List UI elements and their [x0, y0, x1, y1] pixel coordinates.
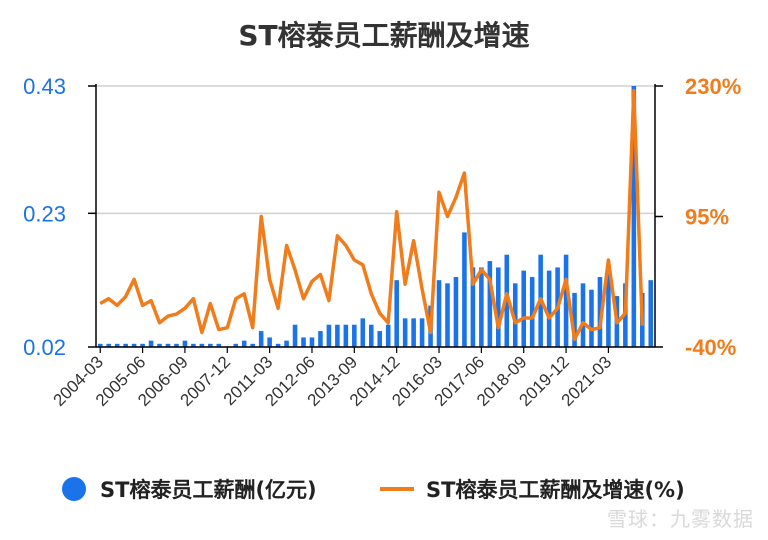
bar	[402, 318, 408, 347]
bar	[216, 343, 222, 347]
bar	[208, 343, 213, 347]
legend-label-growth: ST榕泰员工薪酬及增速(%)	[426, 478, 685, 502]
bar	[165, 343, 171, 347]
bar	[360, 318, 366, 347]
right-tick-label: -40%	[685, 335, 736, 360]
bar	[631, 86, 637, 347]
legend-swatch-line	[380, 487, 414, 491]
legend-item-salary[interactable]: ST榕泰员工薪酬(亿元)	[62, 474, 317, 504]
left-tick-label: 0.02	[23, 335, 66, 360]
bar	[470, 267, 476, 347]
bar	[377, 331, 383, 347]
bar	[174, 343, 179, 347]
right-tick-label: 230%	[685, 74, 741, 99]
right-tick-label: 95%	[685, 205, 729, 230]
bar	[284, 340, 289, 347]
bar	[352, 324, 357, 347]
bar	[123, 343, 128, 347]
bar	[394, 280, 399, 347]
bar	[462, 232, 467, 347]
bar	[606, 267, 611, 347]
bar	[131, 343, 137, 347]
bar	[546, 270, 552, 347]
bar	[563, 254, 569, 347]
bar	[275, 343, 281, 347]
left-tick-label: 0.43	[23, 74, 66, 99]
bar	[487, 261, 493, 347]
bar	[241, 340, 247, 347]
bar	[250, 343, 255, 347]
bar	[301, 337, 306, 347]
bar	[529, 276, 535, 347]
bar	[436, 280, 442, 347]
bar	[368, 324, 374, 347]
bar	[97, 343, 103, 347]
watermark: 雪球：九雾数据	[607, 507, 754, 531]
bar	[453, 276, 459, 347]
bar	[419, 318, 425, 347]
bar	[148, 340, 154, 347]
bar	[199, 343, 205, 347]
bar	[521, 270, 527, 347]
bar	[182, 340, 188, 347]
bar	[335, 324, 340, 347]
bar	[343, 324, 349, 347]
bar	[496, 267, 501, 347]
bar	[106, 343, 111, 347]
growth-line	[99, 89, 645, 342]
bar	[233, 343, 239, 347]
line-series	[99, 89, 645, 342]
bar	[191, 343, 196, 347]
bar	[157, 343, 162, 347]
bar	[326, 324, 332, 347]
bar	[309, 337, 315, 347]
legend-label-salary: ST榕泰员工薪酬(亿元)	[100, 478, 317, 502]
bar	[580, 283, 586, 347]
bar	[318, 331, 323, 347]
bar	[292, 324, 298, 347]
bar	[140, 343, 145, 347]
bar	[411, 318, 416, 347]
bar	[445, 283, 450, 347]
bar	[258, 331, 264, 347]
chart-title: ST榕泰员工薪酬及增速	[238, 19, 530, 52]
bar	[648, 280, 654, 347]
bar	[385, 324, 391, 347]
bar	[589, 289, 594, 347]
axes	[88, 84, 663, 353]
bar	[512, 283, 518, 347]
legend-item-growth[interactable]: ST榕泰员工薪酬及增速(%)	[380, 474, 685, 504]
bar	[267, 337, 272, 347]
bar	[479, 267, 484, 347]
left-tick-label: 0.23	[23, 201, 66, 226]
bar	[114, 343, 120, 347]
bar	[572, 292, 577, 347]
legend-swatch-bar	[62, 477, 86, 501]
bar	[597, 276, 603, 347]
